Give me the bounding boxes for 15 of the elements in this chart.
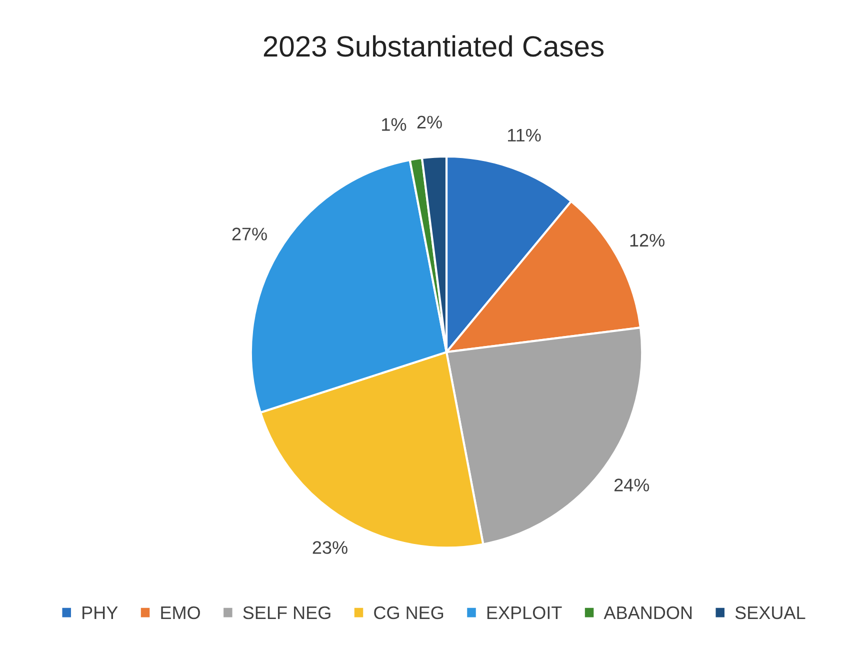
data-label: 1% [382,118,406,131]
legend-label: EMO [161,606,200,620]
data-label: 27% [232,228,267,240]
chart-title: 2023 Substantiated Cases [264,35,604,57]
data-label: 2% [417,116,442,128]
legend-label: SEXUAL [735,606,806,620]
legend-label: SELF NEG [243,606,330,620]
data-label: 24% [614,478,650,492]
data-label: 11% [508,128,541,142]
data-label: 12% [630,234,664,247]
legend-label: EXPLOIT [487,606,562,620]
legend-label: PHY [82,606,118,619]
legend-label: CG NEG [374,606,444,620]
legend-label: ABANDON [604,606,692,620]
data-label: 23% [312,541,348,554]
